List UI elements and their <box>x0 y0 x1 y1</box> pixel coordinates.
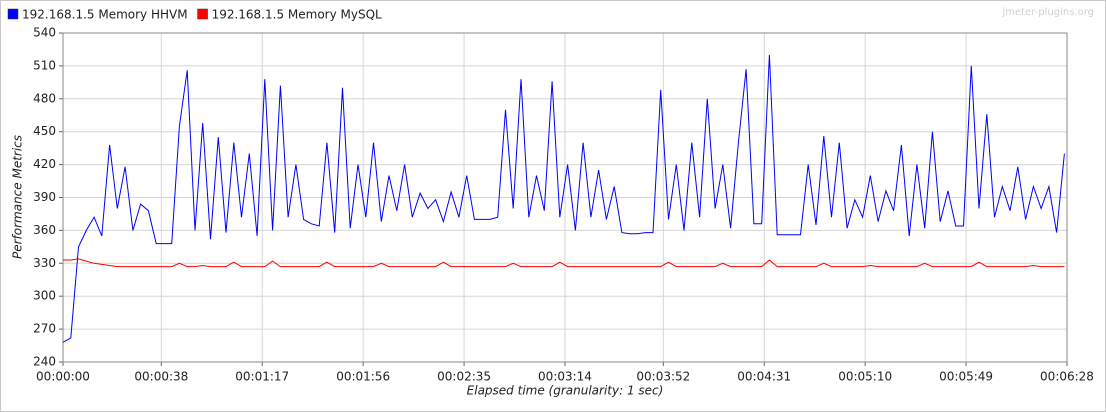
y-tick-label: 270 <box>33 322 56 336</box>
legend-label: 192.168.1.5 Memory HHVM <box>22 8 188 22</box>
y-tick-label: 480 <box>33 91 56 105</box>
x-tick-label: 00:03:14 <box>538 370 592 384</box>
x-tick-label: 00:05:10 <box>838 370 892 384</box>
x-tick-label: 00:01:17 <box>235 370 289 384</box>
x-tick-label: 00:01:56 <box>336 370 390 384</box>
series-line <box>63 258 1065 268</box>
x-axis-label: Elapsed time (granularity: 1 sec) <box>467 384 664 398</box>
x-tick-label: 00:04:31 <box>737 370 791 384</box>
watermark: jmeter-plugins.org <box>1001 7 1094 18</box>
plot-border <box>62 32 1068 363</box>
y-tick-label: 330 <box>33 256 56 270</box>
y-tick-label: 240 <box>33 355 56 369</box>
x-tick-label: 00:00:38 <box>134 370 188 384</box>
y-tick-label: 540 <box>33 26 56 40</box>
legend-swatch <box>197 8 208 20</box>
series-line <box>62 54 1065 343</box>
y-tick-label: 450 <box>33 124 56 138</box>
x-tick-label: 00:02:35 <box>437 370 491 384</box>
y-tick-label: 360 <box>33 223 56 237</box>
y-tick-label: 420 <box>33 157 56 171</box>
y-tick-label: 390 <box>33 190 56 204</box>
legend-label: 192.168.1.5 Memory MySQL <box>212 8 382 22</box>
x-tick-label: 00:06:28 <box>1040 370 1094 384</box>
y-tick-label: 510 <box>33 58 56 72</box>
x-tick-label: 00:03:52 <box>636 370 690 384</box>
legend-swatch <box>7 8 19 20</box>
y-tick-label: 300 <box>33 289 56 303</box>
x-tick-label: 00:00:00 <box>36 370 90 384</box>
y-axis-label: Performance Metrics <box>11 135 25 259</box>
x-tick-label: 00:05:49 <box>939 370 993 384</box>
